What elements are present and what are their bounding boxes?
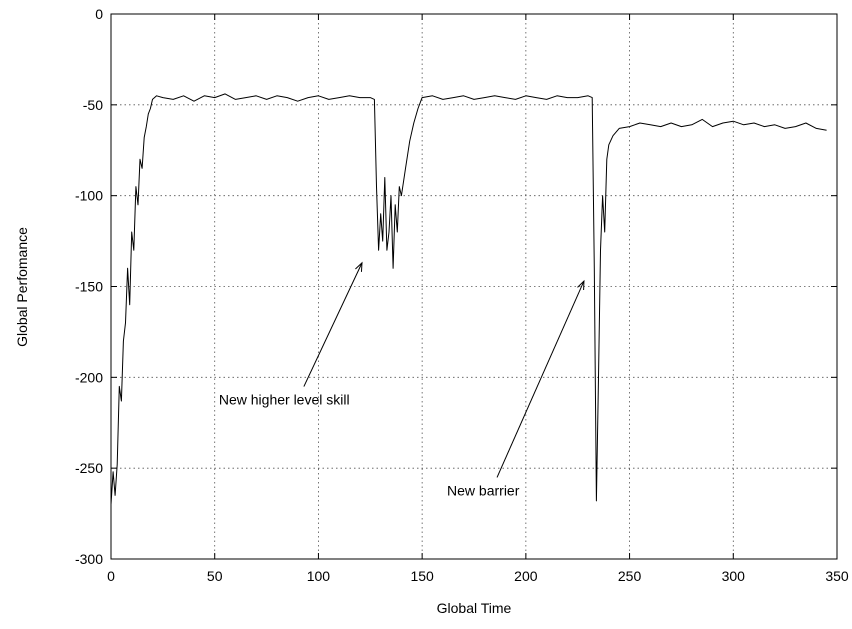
x-tick-labels: 0 50 100 150 200 250 300 350: [107, 568, 849, 584]
x-tick-label: 100: [307, 568, 331, 584]
axis-ticks: [110, 13, 838, 560]
annotations: New higher level skill New barrier: [219, 261, 585, 498]
x-tick-label: 150: [410, 568, 434, 584]
annotation-arrow-head: [577, 279, 585, 291]
annotation-arrow-shaft: [303, 262, 363, 387]
x-tick-label: 0: [107, 568, 115, 584]
x-tick-label: 350: [825, 568, 849, 584]
annotation-label: New higher level skill: [219, 392, 350, 408]
grid-lines: [111, 14, 837, 559]
y-tick-label: -200: [75, 369, 103, 385]
annotation-label: New barrier: [447, 482, 520, 498]
x-tick-label: 300: [722, 568, 746, 584]
series-layer: [110, 93, 827, 505]
x-tick-label: 50: [207, 568, 223, 584]
y-tick-label: -50: [83, 97, 103, 113]
y-axis-title: Global Perfomance: [14, 227, 30, 347]
annotation-arrow-head: [355, 261, 363, 272]
x-axis-title: Global Time: [437, 600, 512, 616]
y-tick-label: -150: [75, 279, 103, 295]
y-tick-label: -250: [75, 460, 103, 476]
y-tick-labels: 0 -50 -100 -150 -200 -250 -300: [75, 6, 103, 567]
y-tick-label: 0: [95, 6, 103, 22]
x-tick-label: 250: [618, 568, 642, 584]
y-tick-label: -100: [75, 188, 103, 204]
x-tick-label: 200: [514, 568, 538, 584]
y-tick-label: -300: [75, 551, 103, 567]
annotation-arrow-shaft: [496, 280, 585, 478]
series-line: [110, 93, 827, 505]
